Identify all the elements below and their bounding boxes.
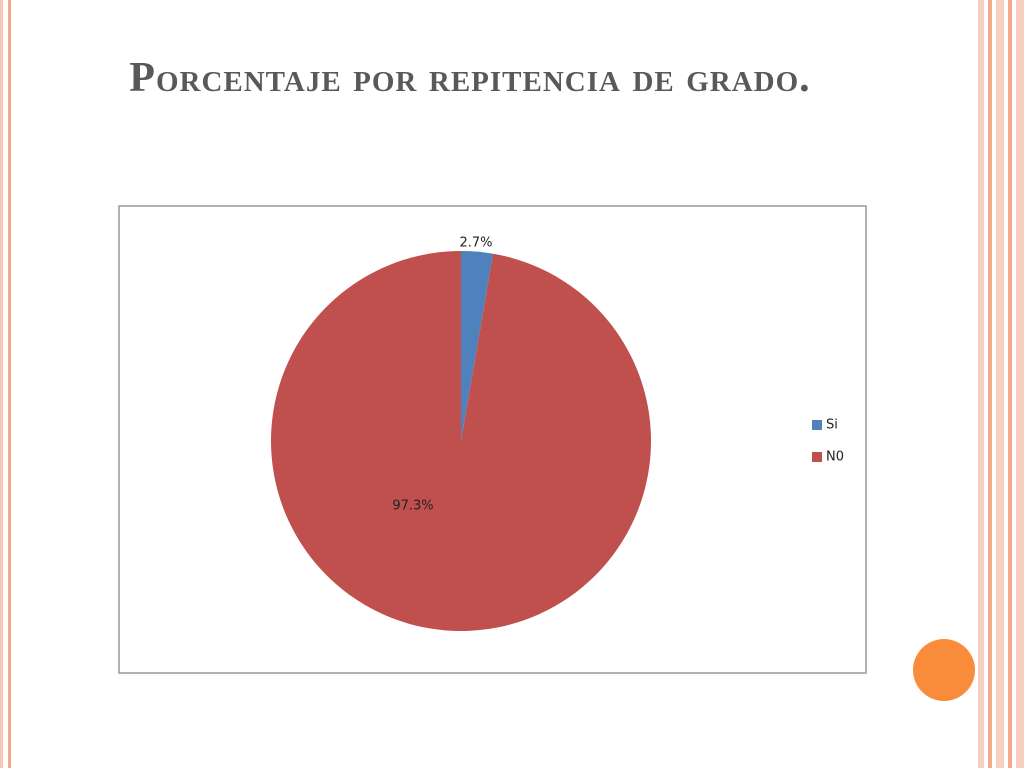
legend-label: N0 [826, 450, 844, 465]
right-stripe [1016, 0, 1024, 768]
left-stripe [8, 0, 11, 768]
data-label: 2.7% [459, 236, 492, 251]
pie-slice [271, 251, 651, 631]
legend-swatch [812, 420, 822, 430]
legend-label: Si [826, 418, 838, 433]
right-stripe [996, 0, 1004, 768]
right-stripe [978, 0, 984, 768]
data-label: 97.3% [392, 499, 433, 514]
legend-swatch [812, 452, 822, 462]
pie-slice [461, 251, 494, 441]
left-stripe [0, 0, 3, 768]
slide-title: Porcentaje por repitencia de grado. [129, 55, 811, 101]
orange-circle [913, 639, 975, 701]
right-stripe [988, 0, 992, 768]
right-stripe [1008, 0, 1012, 768]
